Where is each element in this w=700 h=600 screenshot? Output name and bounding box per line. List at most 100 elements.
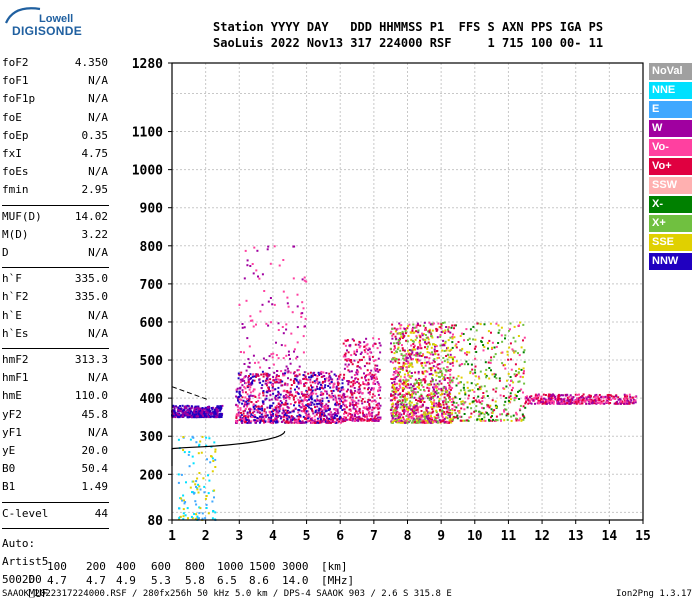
echo-point (307, 372, 310, 375)
echo-point (401, 420, 404, 423)
echo-point (462, 403, 465, 406)
echo-point (573, 402, 576, 404)
echo-point (319, 416, 322, 419)
echo-point (544, 394, 547, 396)
param-row: C-level 44 (2, 507, 108, 525)
echo-point (404, 381, 407, 384)
echo-point (566, 396, 569, 399)
echo-point (404, 404, 407, 407)
echo-point (342, 420, 345, 423)
echo-point (615, 395, 618, 398)
echo-point (479, 323, 482, 326)
echo-point (410, 396, 413, 399)
echo-point (185, 413, 188, 416)
echo-point (487, 361, 490, 364)
echo-point (303, 279, 306, 282)
echo-point (515, 411, 518, 414)
echo-point (431, 366, 434, 369)
echo-point (349, 401, 351, 404)
echo-point (235, 395, 238, 398)
echo-point (368, 414, 371, 417)
echo-point (476, 322, 479, 325)
echo-point (298, 381, 301, 384)
echo-point (445, 355, 448, 357)
echo-point (195, 410, 198, 413)
param-row: foEp 0.35 (2, 129, 108, 147)
echo-point (368, 357, 371, 360)
echo-point (183, 412, 186, 415)
echo-point (250, 377, 253, 380)
echo-point (338, 405, 341, 408)
echo-point (402, 364, 405, 367)
param-value: N/A (88, 425, 108, 439)
echo-point (314, 421, 316, 424)
echo-point (335, 374, 338, 377)
echo-point (284, 396, 287, 399)
echo-point (436, 405, 439, 408)
echo-point (413, 404, 416, 407)
param-label: yE (2, 444, 16, 457)
echo-point (406, 357, 409, 359)
echo-point (391, 394, 394, 397)
echo-point (359, 418, 362, 421)
echo-point (482, 344, 485, 347)
echo-point (199, 410, 202, 412)
echo-point (342, 403, 345, 406)
echo-point (452, 333, 454, 336)
echo-point (353, 352, 356, 355)
echo-point (358, 407, 361, 410)
echo-point (405, 378, 408, 381)
echo-point (533, 396, 536, 399)
footer-value: 8.6 (249, 574, 269, 587)
echo-point (303, 406, 306, 409)
echo-point (480, 340, 483, 343)
echo-point (299, 414, 302, 417)
echo-point (377, 370, 380, 373)
echo-point (310, 376, 313, 379)
echo-point (405, 369, 408, 372)
echo-point (453, 336, 456, 339)
echo-point (339, 406, 342, 409)
echo-point (197, 483, 200, 486)
echo-point (542, 401, 544, 404)
echo-point (373, 379, 376, 382)
echo-point (478, 399, 481, 402)
echo-point (238, 393, 241, 396)
echo-point (424, 419, 427, 422)
echo-point (393, 380, 396, 383)
echo-point (352, 399, 355, 402)
echo-point (259, 366, 262, 369)
echo-point (282, 418, 285, 421)
echo-point (392, 378, 394, 381)
echo-point (560, 398, 563, 401)
echo-point (353, 381, 356, 384)
echo-point (495, 406, 498, 409)
echo-point (180, 410, 183, 413)
echo-point (499, 418, 502, 421)
echo-point (398, 332, 401, 335)
echo-point (435, 411, 438, 414)
echo-point (239, 378, 242, 381)
echo-point (447, 377, 450, 380)
echo-point (422, 353, 424, 356)
echo-point (293, 371, 296, 374)
echo-point (375, 414, 378, 417)
echo-point (395, 417, 398, 420)
echo-point (374, 400, 377, 403)
echo-point (439, 334, 442, 336)
echo-point (427, 411, 430, 414)
echo-point (558, 402, 561, 405)
echo-point (447, 330, 450, 333)
echo-point (261, 412, 264, 415)
echo-point (312, 386, 315, 389)
echo-point (326, 417, 328, 420)
echo-point (333, 382, 336, 385)
echo-point (258, 392, 261, 395)
echo-point (305, 404, 308, 407)
echo-point (395, 407, 398, 410)
echo-point (490, 416, 492, 419)
echo-point (327, 417, 330, 420)
echo-point (424, 379, 427, 382)
echo-point (407, 379, 410, 382)
echo-point (440, 389, 443, 392)
